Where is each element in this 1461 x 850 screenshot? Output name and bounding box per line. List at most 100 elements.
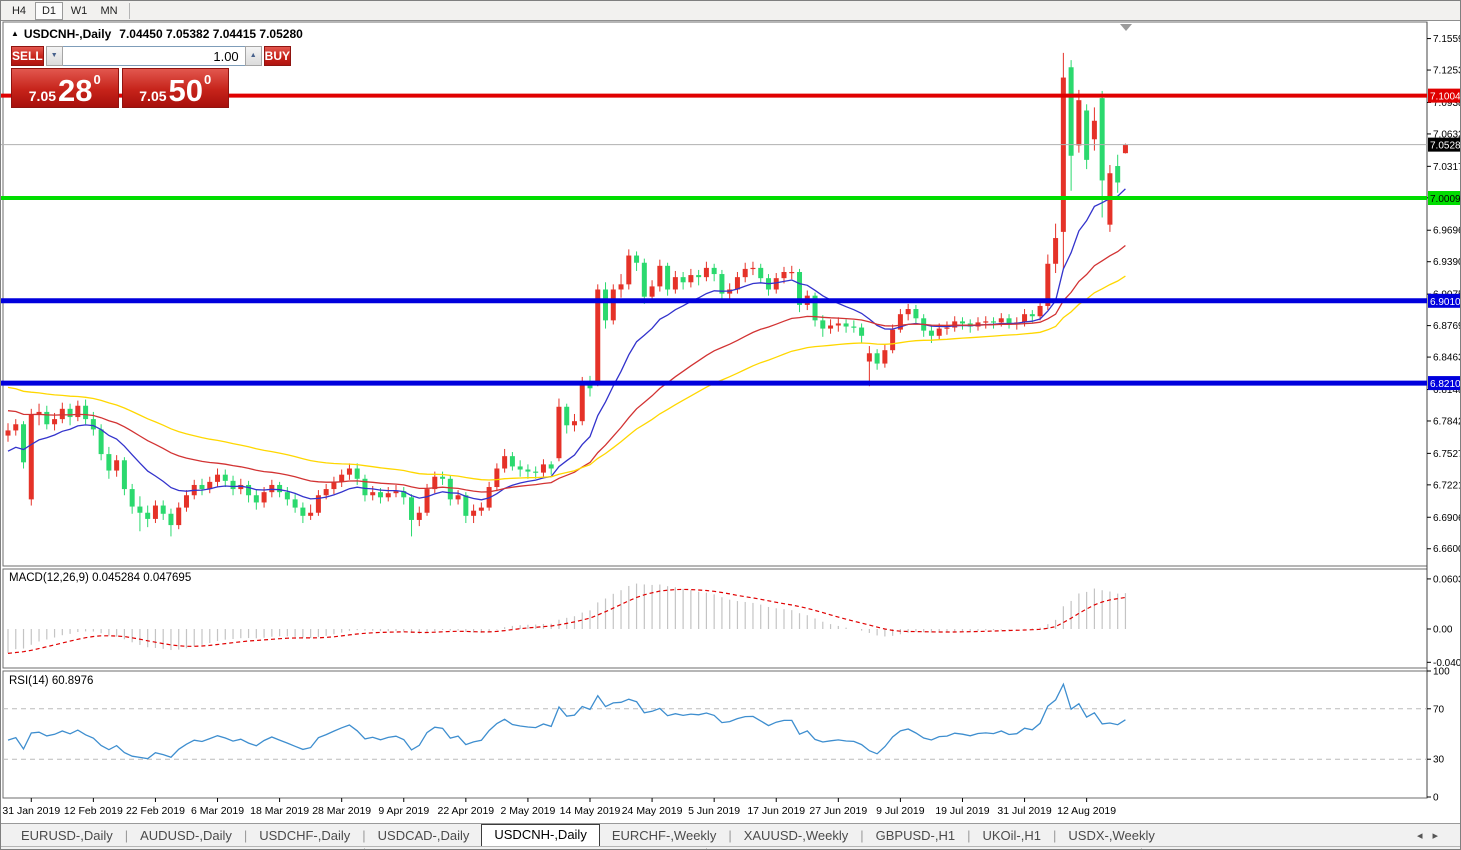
date-tick-label: 12 Feb 2019 [64,805,123,817]
candle-body-up [75,405,81,418]
price-tick-label: 6.81480 [1433,385,1461,396]
chart-symbol-label: USDCNH-,Daily [23,27,112,41]
date-tick-label: 2 May 2019 [500,805,555,817]
price-tick-label: 6.78420 [1433,416,1461,427]
candle-body-up [773,278,779,290]
candle-body-down [1084,110,1090,160]
candle-body-down [106,454,112,471]
candle-body-up [618,284,624,290]
candle-body-up [152,505,158,519]
symbol-tab-xauusd-weekly[interactable]: XAUUSD-,Weekly [743,828,849,843]
candle-body-down [21,424,27,463]
symbol-tab-audusd-daily[interactable]: AUDUSD-,Daily [140,828,232,843]
candle-body-up [28,415,34,500]
candle-body-down [928,330,934,336]
candle-body-up [315,495,321,513]
timeframe-button-mn[interactable]: MN [100,4,118,17]
candle-body-down [711,267,717,275]
candle-body-down [859,327,865,336]
macd-signal-line [7,588,1126,654]
volume-input[interactable] [62,46,245,66]
chart-shift-marker-icon [1120,24,1132,31]
tabs-scroll-left-icon[interactable]: ◂ [1416,830,1423,842]
candle-body-down [160,505,166,514]
candle-body-up [5,430,11,436]
candle-body-up [595,289,601,385]
chart-canvas[interactable]: 7.155907.125307.093807.063207.031707.001… [1,21,1461,822]
date-tick-label: 9 Apr 2019 [378,805,429,817]
rsi-axis-label: 100 [1433,667,1450,678]
candle-body-up [494,468,500,488]
candle-body-down [401,491,407,498]
candle-body-down [843,323,849,327]
candle-body-up [114,460,120,471]
candle-body-down [463,495,469,516]
candle-body-up [897,314,903,330]
symbol-tab-usdcnh-daily[interactable]: USDCNH-,Daily [481,824,600,846]
buy-button[interactable]: BUY [263,46,292,66]
price-tick-label: 6.93900 [1433,257,1461,268]
sell-price-panel[interactable]: 7.05 28 0 [11,68,119,108]
status-strip [1,846,1460,849]
candle-body-down [913,309,919,319]
candle-body-up [734,277,740,290]
symbol-tabs: EURUSD-,Daily | AUDUSD-,Daily | USDCHF-,Dail… [9,824,1167,846]
timeframe-button-w1[interactable]: W1 [70,4,88,17]
tabs-scroll-right-icon[interactable]: ▸ [1432,830,1438,842]
tab-separator: | [1053,828,1057,843]
date-axis[interactable]: 31 Jan 2019 12 Feb 2019 22 Feb 2019 6 Mar 2… [2,798,1116,817]
candle-body-up [742,268,748,278]
timeframe-button-h4[interactable]: H4 [11,4,27,17]
candle-body-up [657,265,663,287]
candle-body-up [882,350,888,364]
candle-body-up [1091,120,1097,140]
candle-body-up [672,277,678,290]
sell-price-sup: 0 [93,72,101,87]
rsi-axis-label: 30 [1433,755,1445,766]
candle-body-down [1099,98,1105,181]
candle-body-up [936,328,942,336]
candle-body-up [261,492,267,503]
candle-body-down [797,272,803,305]
candle-body-down [517,466,523,470]
buy-price-panel[interactable]: 7.05 50 0 [121,68,229,108]
candle-body-down [1115,166,1121,183]
macd-indicator-label: MACD(12,26,9) 0.045284 0.047695 [9,572,192,584]
one-click-toggle-icon[interactable]: ▲ [11,29,19,38]
symbol-tab-ukoil-h1[interactable]: UKOil-,H1 [982,828,1041,843]
candle-body-up [478,507,484,511]
symbol-tab-usdx-weekly[interactable]: USDX-,Weekly [1068,828,1155,843]
candle-body-down [44,411,50,425]
candle-body-up [238,484,244,490]
candle-body-up [393,491,399,494]
symbol-tab-gbpusd-h1[interactable]: GBPUSD-,H1 [875,828,956,843]
symbol-tab-usdcad-daily[interactable]: USDCAD-,Daily [377,828,470,843]
buy-price-big: 50 [168,72,203,108]
hline-price-label: 7.10044 [1430,92,1461,103]
candle-body-up [828,325,834,329]
candle-body-up [1076,100,1082,146]
symbol-tab-bar: EURUSD-,Daily | AUDUSD-,Daily | USDCHF-,Dail… [1,823,1460,846]
ma-line-13 [7,188,1126,501]
candle-body-up [1037,305,1043,317]
symbol-tab-usdchf-daily[interactable]: USDCHF-,Daily [259,828,351,843]
candle-body-up [983,321,989,323]
candle-body-down [564,406,570,426]
toolbar-separator [129,2,130,19]
timeframe-button-d1[interactable]: D1 [35,1,63,20]
candle-body-down [641,262,647,297]
tab-separator: | [243,828,248,843]
candle-body-down [1068,67,1074,156]
candle-body-down [90,419,96,430]
macd-layer: 0.060343 0.00 -0.040136 [7,574,1460,669]
sell-button[interactable]: SELL [11,46,44,66]
symbol-tab-eurchf-weekly[interactable]: EURCHF-,Weekly [611,828,717,843]
symbol-tab-eurusd-daily[interactable]: EURUSD-,Daily [21,828,113,843]
price-tick-label: 6.87690 [1433,321,1461,332]
volume-increase-button[interactable]: ▲ [244,46,262,66]
current-price-box [1428,137,1460,152]
candle-body-up [556,406,562,459]
candle-body-down [354,468,360,479]
candle-body-up [183,495,189,508]
volume-decrease-button[interactable]: ▼ [45,46,63,66]
